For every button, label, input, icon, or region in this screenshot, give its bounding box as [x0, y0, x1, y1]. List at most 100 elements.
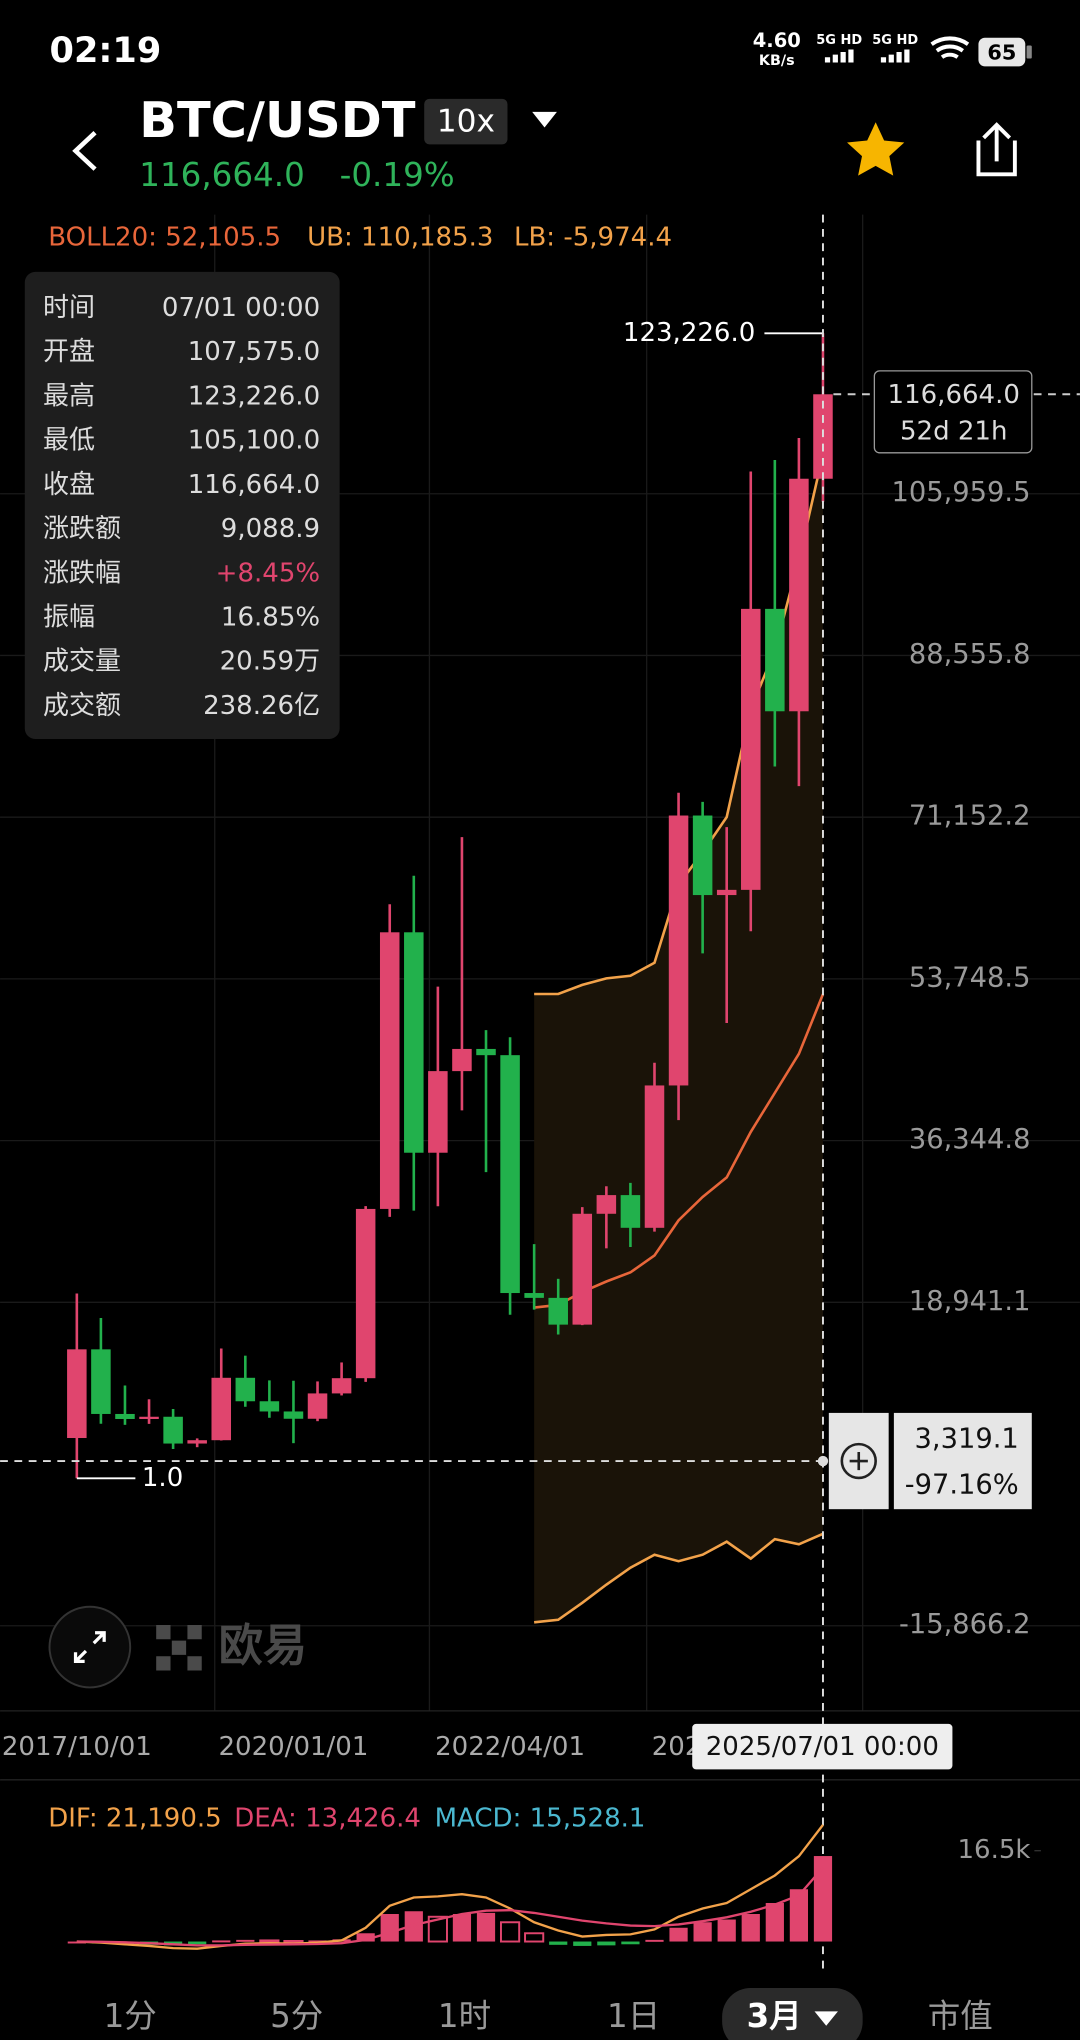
candle-body: [187, 1440, 207, 1444]
tab[interactable]: 5分: [270, 1997, 323, 2035]
dif-label: DIF: 21,190.5: [48, 1803, 222, 1833]
info-value: 07/01 00:00: [162, 293, 320, 323]
candle-body: [644, 1085, 665, 1228]
candle-body: [620, 1195, 641, 1228]
boll-lower: [534, 1532, 824, 1624]
candle-body: [692, 815, 713, 896]
net-speed: 4.60: [753, 29, 801, 52]
add-icon-plus[interactable]: [849, 1451, 868, 1471]
low-label: 1.0: [142, 1463, 183, 1493]
info-value: 123,226.0: [188, 381, 320, 411]
info-panel-bg: [24, 271, 340, 739]
macd-bar: [765, 1902, 784, 1942]
tab-dropdown[interactable]: [814, 2011, 838, 2026]
countdown: 52d 21h: [900, 417, 1007, 447]
tab[interactable]: 3月: [747, 1997, 802, 2035]
macd-bar: [380, 1914, 399, 1942]
macd-bar: [524, 1932, 545, 1943]
logo-mark: [156, 1624, 202, 1671]
tab[interactable]: 1时: [438, 1997, 491, 2035]
candle-body: [379, 932, 400, 1209]
candle-body: [500, 1055, 520, 1294]
zoom-button[interactable]: [48, 1605, 132, 1689]
macd-bar: [549, 1941, 568, 1945]
favorite-star[interactable]: [847, 122, 905, 176]
macd-bar: [476, 1912, 496, 1942]
candle-body: [404, 932, 424, 1153]
candle-body: [476, 1048, 496, 1056]
macd-bar: [427, 1915, 448, 1943]
info-label: 开盘: [43, 337, 95, 367]
high-label: 123,226.0: [623, 318, 755, 348]
candle-body: [428, 1071, 448, 1153]
macd-bar: [452, 1914, 472, 1942]
macd-label: MACD: 15,528.1: [435, 1803, 646, 1833]
candle-body: [283, 1411, 304, 1419]
crosshair-dot: [817, 1455, 829, 1467]
dif-line: [76, 1824, 824, 1950]
signal-icons: [824, 49, 910, 63]
logo-text: 欧易: [219, 1620, 307, 1671]
sim-1: 5G HD: [816, 33, 862, 48]
candle-body: [307, 1393, 328, 1419]
macd-bar: [813, 1856, 833, 1942]
info-value: 9,088.9: [221, 514, 320, 544]
y-tick-label: 36,344.8: [909, 1124, 1031, 1155]
header-price: 116,664.0: [139, 156, 304, 194]
dea-line: [76, 1866, 824, 1947]
current-price-box: [873, 370, 1033, 454]
macd-bar: [404, 1911, 423, 1942]
info-label: 涨跌额: [43, 514, 121, 544]
tab[interactable]: 市值: [928, 1997, 993, 2035]
candle-body: [572, 1213, 593, 1325]
add-icon[interactable]: [840, 1442, 877, 1480]
macd-bar: [499, 1921, 521, 1943]
ub-label: UB: 110,185.3: [307, 223, 493, 253]
candle-body: [668, 815, 689, 1086]
battery-level: 65: [987, 40, 1016, 64]
y-tick-label: 71,152.2: [909, 801, 1031, 832]
back-button[interactable]: [72, 131, 97, 171]
info-value: 238.26亿: [203, 691, 320, 721]
macd-bar: [188, 1941, 207, 1945]
macd-bar: [212, 1940, 231, 1943]
battery: [978, 37, 1026, 67]
candle-body: [524, 1293, 544, 1298]
y-tick-label: 105,959.5: [891, 477, 1030, 508]
candle-body: [548, 1297, 568, 1325]
info-label: 成交量: [43, 647, 121, 677]
leverage-chip[interactable]: [424, 98, 508, 145]
crosshair-change: -97.16%: [905, 1469, 1019, 1500]
tab-selected-bg[interactable]: [722, 1987, 863, 2040]
macd-bar: [741, 1914, 760, 1942]
candle-body: [716, 889, 737, 896]
share-button[interactable]: [976, 122, 1017, 177]
info-label: 最低: [43, 426, 95, 456]
info-value: +8.45%: [216, 558, 320, 588]
candle-body: [789, 478, 809, 712]
crosshair-price: 3,319.1: [915, 1424, 1019, 1455]
pair-dropdown[interactable]: [532, 111, 557, 128]
zoom-icon[interactable]: [73, 1631, 106, 1664]
current-price: 116,664.0: [888, 380, 1020, 410]
candle-body: [259, 1401, 280, 1412]
leverage[interactable]: 10x: [437, 103, 495, 139]
candle-body: [211, 1377, 232, 1441]
macd-bar: [308, 1940, 327, 1943]
info-value: 20.59万: [220, 647, 321, 677]
net-speed-unit: KB/s: [759, 53, 795, 69]
candle-body: [235, 1377, 256, 1402]
x-tick-label: 2017/10/01: [2, 1732, 152, 1762]
info-value: 107,575.0: [188, 337, 320, 367]
macd-bar: [573, 1941, 592, 1946]
lb-label: LB: -5,974.4: [514, 223, 672, 253]
info-value: 105,100.0: [188, 426, 320, 456]
tab[interactable]: 1分: [104, 1997, 157, 2035]
y-tick-label: 53,748.5: [909, 962, 1031, 993]
crosshair-price-box: [893, 1412, 1032, 1510]
candle-body: [452, 1048, 472, 1072]
tab[interactable]: 1日: [607, 1997, 660, 2035]
pair-name[interactable]: BTC/USDT: [139, 91, 415, 149]
info-panel: 时间 07/01 00:00 开盘 107,575.0 最高 123,226.0 最低 105…: [24, 271, 340, 739]
candle-body: [596, 1195, 617, 1214]
